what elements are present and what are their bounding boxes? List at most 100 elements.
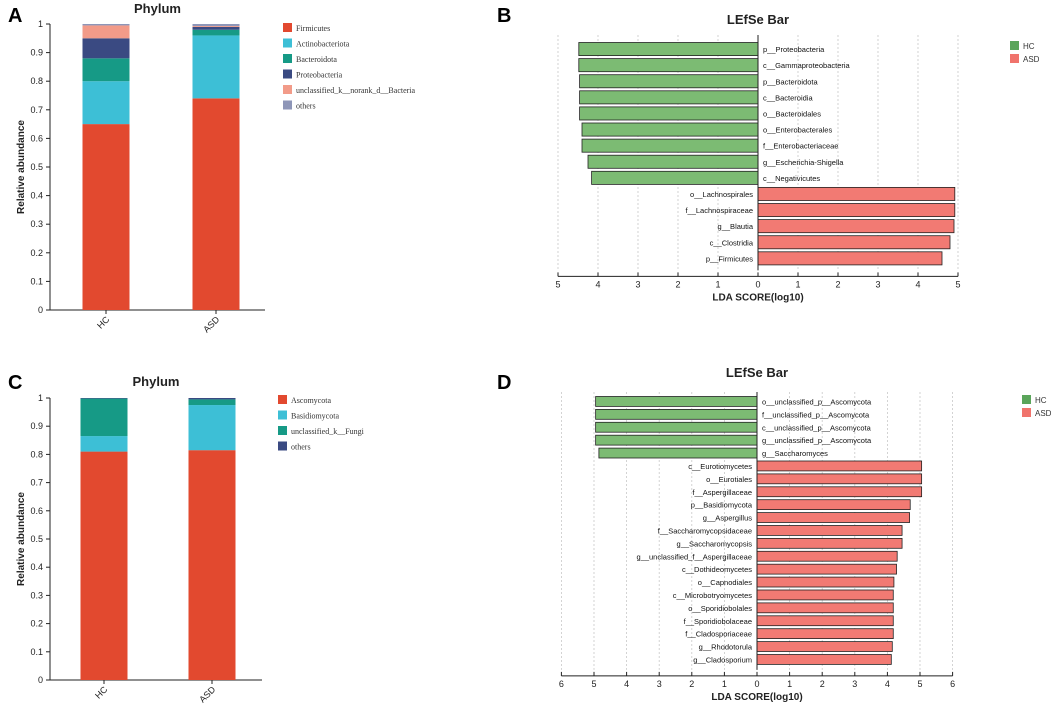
- chart-title: Phylum: [133, 374, 180, 389]
- bar-segment: [192, 24, 240, 27]
- y-tick-label: 0.3: [30, 219, 43, 229]
- x-tick-label: 1: [715, 279, 720, 289]
- x-tick-label: 4: [885, 679, 890, 689]
- lda-bar-hc: [578, 58, 759, 73]
- legend-swatch: [283, 100, 292, 110]
- x-tick-label: 1: [795, 279, 800, 289]
- feature-label: g__Blautia: [718, 222, 754, 231]
- x-tick-label: HC: [93, 684, 110, 701]
- x-tick-label: 1: [722, 679, 727, 689]
- x-tick-label: 3: [635, 279, 640, 289]
- lda-bar-asd: [756, 460, 923, 472]
- x-axis-label: LDA SCORE(log10): [712, 292, 803, 303]
- legend-swatch: [283, 85, 292, 94]
- feature-label: g__Cladosporium: [693, 655, 752, 664]
- feature-label: g__unclassified_f__Aspergillaceae: [637, 552, 753, 561]
- legend-label: ASD: [1023, 55, 1040, 64]
- feature-label: g__Saccharomycopsis: [677, 539, 753, 548]
- x-tick-label: ASD: [197, 684, 218, 704]
- y-tick-label: 0.6: [30, 506, 43, 516]
- lda-bar-asd: [756, 589, 894, 601]
- feature-label: g__Escherichia-Shigella: [763, 158, 844, 167]
- feature-label: c__unclassified_p__Ascomycota: [762, 423, 872, 432]
- y-tick-label: 0.2: [30, 619, 43, 629]
- bar-segment: [82, 58, 130, 82]
- y-tick-label: 0.4: [30, 562, 43, 572]
- legend-swatch: [283, 23, 292, 32]
- y-tick-label: 0.4: [30, 191, 43, 201]
- bar-segment: [82, 25, 130, 39]
- lda-bar-asd: [757, 235, 951, 250]
- panel-letter: C: [8, 372, 22, 394]
- y-tick-label: 0.5: [30, 534, 43, 544]
- lda-bar-hc: [581, 122, 759, 137]
- panel-B: B LEfSe Bar p__Proteobacteria c__Gammaprote…: [497, 5, 1040, 303]
- lda-bar-asd: [756, 486, 923, 498]
- bar-segment: [192, 26, 240, 27]
- lda-bar-hc: [595, 434, 758, 446]
- y-tick-label: 0.7: [30, 478, 43, 488]
- lda-bar-asd: [756, 654, 892, 665]
- legend-swatch: [283, 69, 292, 79]
- legend-label: others: [291, 443, 311, 452]
- y-tick-label: 0.1: [30, 647, 43, 657]
- y-tick-label: 0.6: [30, 133, 43, 143]
- legend-label: Basidiomycota: [291, 412, 339, 421]
- lda-bar-asd: [756, 615, 894, 627]
- bar-segment: [188, 398, 236, 400]
- legend-swatch: [278, 426, 287, 435]
- feature-label: o__Eurotiales: [706, 475, 752, 484]
- y-tick-label: 1: [38, 19, 43, 29]
- bar-segment: [192, 29, 240, 36]
- lda-bar-hc: [579, 74, 759, 89]
- lda-bar-asd: [756, 628, 894, 640]
- lda-bar-asd: [756, 512, 910, 523]
- lda-bar-asd: [757, 186, 956, 201]
- bar-segment: [80, 398, 128, 437]
- legend-label: unclassified_k__Fungi: [291, 427, 365, 436]
- feature-label: g__Aspergillus: [703, 514, 752, 523]
- legend-swatch: [283, 54, 292, 63]
- feature-label: g__Rhodotorula: [699, 643, 753, 652]
- legend-label: unclassified_k__norank_d__Bacteria: [296, 86, 416, 95]
- bar-segment: [188, 405, 236, 451]
- panel-letter: B: [497, 5, 511, 27]
- panel-letter: A: [8, 5, 22, 27]
- feature-label: o__Enterobacterales: [763, 126, 832, 135]
- bar-segment: [82, 24, 130, 26]
- legend-swatch: [1010, 54, 1019, 63]
- panel-C: C Phylum 0 0.1 0.2 0.3 0.4 0.5 0.6 0.7 0.8 0.9 1 Rela…: [8, 372, 365, 704]
- panel-D: D LEfSe Bar o__unclassified_p__Ascomycotaf…: [497, 365, 1052, 703]
- chart-title: Phylum: [134, 1, 181, 16]
- legend-label: ASD: [1035, 409, 1052, 418]
- bar-segment: [80, 398, 128, 399]
- legend-label: Firmicutes: [296, 24, 330, 33]
- legend-swatch: [278, 395, 287, 404]
- x-tick-label: 5: [555, 279, 560, 289]
- legend-swatch: [1010, 41, 1019, 50]
- lda-bar-asd: [756, 550, 898, 562]
- legend-swatch: [1022, 408, 1031, 417]
- chart-title: LEfSe Bar: [726, 365, 788, 380]
- bar-segment: [82, 38, 130, 59]
- x-tick-label: 3: [852, 679, 857, 689]
- legend-label: Actinobacteriota: [296, 40, 350, 49]
- bar-segment: [188, 450, 236, 680]
- feature-label: o__Bacteroidales: [763, 109, 821, 118]
- lda-bar-asd: [756, 525, 903, 536]
- legend-swatch: [1022, 395, 1031, 404]
- lda-bar-hc: [591, 170, 759, 185]
- legend-swatch: [283, 38, 292, 48]
- x-axis-label: LDA SCORE(log10): [711, 692, 802, 703]
- lda-bar-asd: [756, 576, 895, 588]
- legend-label: others: [296, 102, 316, 111]
- lda-bar-asd: [756, 538, 903, 549]
- x-tick-label: 6: [950, 679, 955, 689]
- feature-label: f__Cladosporiaceae: [685, 630, 752, 639]
- feature-label: g__Saccharomyces: [762, 449, 828, 458]
- feature-label: o__Capnodiales: [698, 578, 752, 587]
- x-tick-label: 4: [915, 279, 920, 289]
- feature-label: f__Saccharomycopsidaceae: [658, 526, 752, 535]
- x-tick-label: 5: [917, 679, 922, 689]
- x-tick-label: 2: [835, 279, 840, 289]
